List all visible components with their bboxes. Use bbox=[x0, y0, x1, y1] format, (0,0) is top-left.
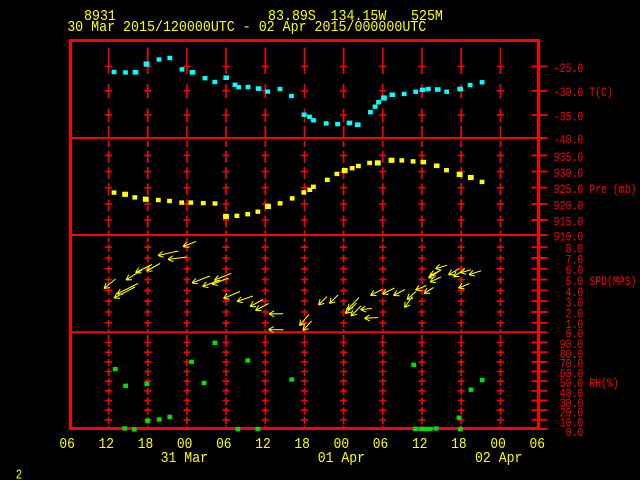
svg-text:18: 18 bbox=[138, 436, 154, 453]
svg-text:90.0: 90.0 bbox=[560, 338, 584, 352]
svg-text:12: 12 bbox=[255, 436, 271, 453]
svg-text:12: 12 bbox=[412, 436, 428, 453]
svg-text:0.0: 0.0 bbox=[566, 426, 584, 440]
svg-text:20.0: 20.0 bbox=[560, 407, 584, 421]
svg-text:30.0: 30.0 bbox=[560, 397, 584, 411]
svg-text:0.0: 0.0 bbox=[566, 328, 584, 342]
svg-text:8931: 8931 bbox=[84, 8, 116, 25]
svg-text:06: 06 bbox=[216, 436, 232, 453]
svg-text:-25.0: -25.0 bbox=[554, 62, 584, 76]
svg-text:31 Mar: 31 Mar bbox=[161, 450, 208, 467]
svg-text:01 Apr: 01 Apr bbox=[318, 450, 365, 467]
svg-text:00: 00 bbox=[334, 436, 350, 453]
svg-text:12: 12 bbox=[99, 436, 115, 453]
svg-text:134.15W: 134.15W bbox=[331, 8, 387, 25]
svg-text:02 Apr: 02 Apr bbox=[475, 450, 522, 467]
svg-text:10.0: 10.0 bbox=[560, 417, 584, 431]
svg-text:18: 18 bbox=[294, 436, 310, 453]
svg-text:00: 00 bbox=[177, 436, 193, 453]
svg-text:Pre (mb): Pre (mb) bbox=[589, 183, 636, 197]
svg-text:2.0: 2.0 bbox=[566, 307, 584, 321]
svg-text:50.0: 50.0 bbox=[560, 377, 584, 391]
svg-text:60.0: 60.0 bbox=[560, 367, 584, 381]
svg-text:70.0: 70.0 bbox=[560, 358, 584, 372]
svg-text:930.0: 930.0 bbox=[554, 167, 584, 181]
svg-text:18: 18 bbox=[451, 436, 467, 453]
svg-text:06: 06 bbox=[530, 436, 546, 453]
svg-text:RH(%): RH(%) bbox=[589, 377, 619, 391]
svg-text:7.0: 7.0 bbox=[566, 253, 584, 267]
svg-text:6.0: 6.0 bbox=[566, 264, 584, 278]
svg-text:920.0: 920.0 bbox=[554, 199, 584, 213]
svg-text:4.0: 4.0 bbox=[566, 286, 584, 300]
svg-text:1.0: 1.0 bbox=[566, 318, 584, 332]
svg-text:8.0: 8.0 bbox=[566, 243, 584, 257]
svg-text:2: 2 bbox=[16, 467, 22, 480]
svg-text:30 Mar 2015/120000UTC - 02 Apr: 30 Mar 2015/120000UTC - 02 Apr 2015/0000… bbox=[67, 19, 426, 36]
svg-text:-30.0: -30.0 bbox=[554, 86, 584, 100]
svg-text:40.0: 40.0 bbox=[560, 387, 584, 401]
svg-text:5.0: 5.0 bbox=[566, 275, 584, 289]
svg-text:06: 06 bbox=[373, 436, 389, 453]
svg-text:3.0: 3.0 bbox=[566, 297, 584, 311]
svg-text:00: 00 bbox=[490, 436, 506, 453]
svg-text:915.0: 915.0 bbox=[554, 215, 584, 229]
svg-text:06: 06 bbox=[59, 436, 75, 453]
svg-text:80.0: 80.0 bbox=[560, 348, 584, 362]
svg-text:925.0: 925.0 bbox=[554, 183, 584, 197]
svg-text:-40.0: -40.0 bbox=[554, 133, 584, 147]
svg-text:935.0: 935.0 bbox=[554, 151, 584, 165]
svg-text:83.89S: 83.89S bbox=[268, 8, 316, 25]
svg-text:T(C): T(C) bbox=[589, 86, 613, 100]
svg-text:SPD(MPS): SPD(MPS) bbox=[589, 275, 636, 289]
svg-text:910.0: 910.0 bbox=[554, 230, 584, 244]
svg-text:525M: 525M bbox=[411, 8, 443, 25]
svg-text:-35.0: -35.0 bbox=[554, 111, 584, 125]
